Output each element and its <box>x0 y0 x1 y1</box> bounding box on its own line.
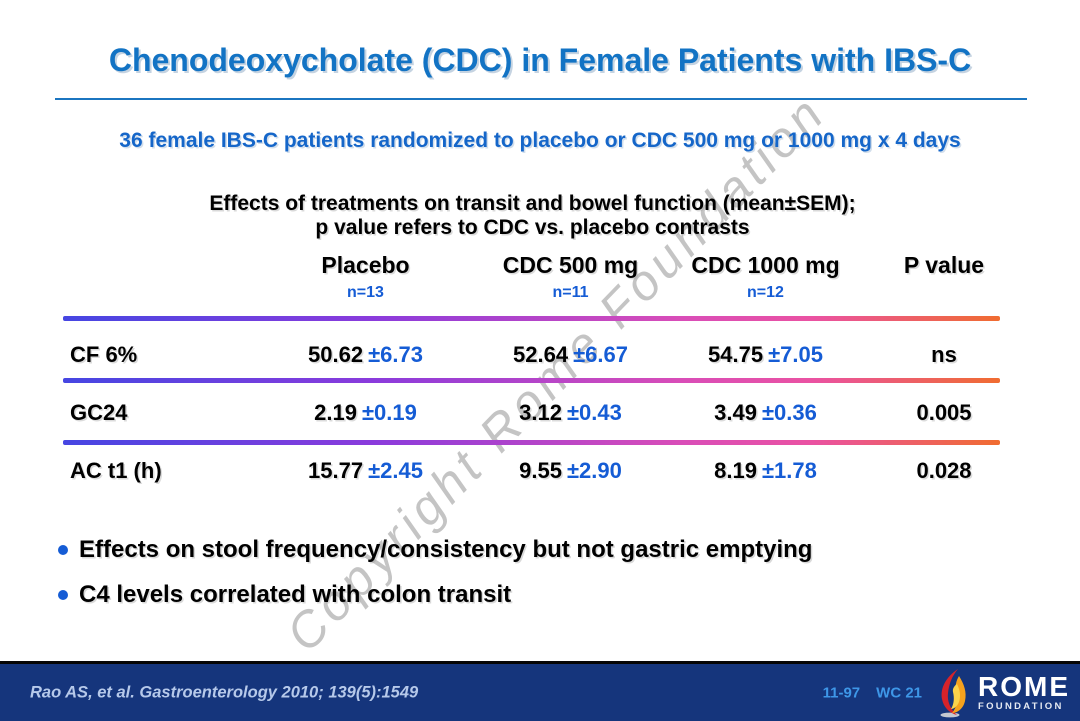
n-placebo: n=13 <box>347 284 384 301</box>
slide-number: WC 21 <box>876 684 922 701</box>
p-value-cell: ns <box>931 342 957 367</box>
slide-codes: 11-97 WC 21 <box>823 684 922 701</box>
flame-icon <box>940 668 966 717</box>
row-label: CF 6% <box>70 342 138 367</box>
value-cell: 3.49 ±0.36 <box>714 400 817 425</box>
table-heading-line1: Effects of treatments on transit and bow… <box>209 192 856 215</box>
citation: Rao AS, et al. Gastroenterology 2010; 13… <box>30 683 419 701</box>
table-divider-2 <box>63 378 1000 383</box>
column-header-pvalue: P value <box>903 252 985 278</box>
n-cdc500: n=11 <box>552 284 589 301</box>
rome-foundation-logo: ROME FOUNDATION <box>938 668 1070 718</box>
value-cell: 9.55 ±2.90 <box>519 458 622 483</box>
slide-title: Chenodeoxycholate (CDC) in Female Patien… <box>108 42 972 78</box>
table-row-gc24: GC24 2.19 ±0.19 3.12 ±0.43 3.49 ±0.36 0.005 <box>63 400 1000 426</box>
logo-title: ROME <box>978 670 1070 702</box>
column-header-empty <box>63 252 253 279</box>
n-cdc1000: n=12 <box>747 284 784 301</box>
p-value-cell: 0.005 <box>916 400 972 425</box>
bullet-text: C4 levels correlated with colon transit <box>79 581 512 608</box>
title-divider <box>55 98 1027 100</box>
column-header-cdc1000: CDC 1000 mg <box>691 252 840 278</box>
bullet-item: C4 levels correlated with colon transit <box>58 581 511 609</box>
bullet-icon <box>58 590 68 600</box>
slide-subtitle: 36 female IBS-C patients randomized to p… <box>119 129 961 152</box>
value-cell: 2.19 ±0.19 <box>314 400 417 425</box>
bullet-item: Effects on stool frequency/consistency b… <box>58 536 812 564</box>
table-divider-3 <box>63 440 1000 445</box>
table-divider-1 <box>63 316 1000 321</box>
value-cell: 54.75 ±7.05 <box>708 342 823 367</box>
value-cell: 3.12 ±0.43 <box>519 400 622 425</box>
table-heading: Effects of treatments on transit and bow… <box>65 192 1000 240</box>
table-heading-line2: p value refers to CDC vs. placebo contra… <box>315 216 750 239</box>
table-row-cf6: CF 6% 50.62 ±6.73 52.64 ±6.67 54.75 ±7.05 n… <box>63 342 1000 368</box>
value-cell: 8.19 ±1.78 <box>714 458 817 483</box>
footer-bar: Rao AS, et al. Gastroenterology 2010; 13… <box>0 661 1080 721</box>
value-cell: 50.62 ±6.73 <box>308 342 423 367</box>
value-cell: 15.77 ±2.45 <box>308 458 423 483</box>
p-value-cell: 0.028 <box>916 458 972 483</box>
value-cell: 52.64 ±6.67 <box>513 342 628 367</box>
slide-code: 11-97 <box>822 684 861 701</box>
bullet-text: Effects on stool frequency/consistency b… <box>79 536 813 563</box>
column-header-cdc500: CDC 500 mg <box>502 252 639 278</box>
table-row-act1: AC t1 (h) 15.77 ±2.45 9.55 ±2.90 8.19 ±1.78… <box>63 458 1000 484</box>
table-column-headers: Placebo CDC 500 mg CDC 1000 mg P value <box>63 252 1000 279</box>
row-label: AC t1 (h) <box>70 458 162 483</box>
bullet-icon <box>58 545 68 555</box>
row-label: GC24 <box>70 400 128 425</box>
logo-text: ROME FOUNDATION <box>978 670 1070 712</box>
table-sample-sizes: n=13 n=11 n=12 <box>63 284 1000 302</box>
logo-subtitle: FOUNDATION <box>978 700 1064 712</box>
column-header-placebo: Placebo <box>321 252 410 278</box>
